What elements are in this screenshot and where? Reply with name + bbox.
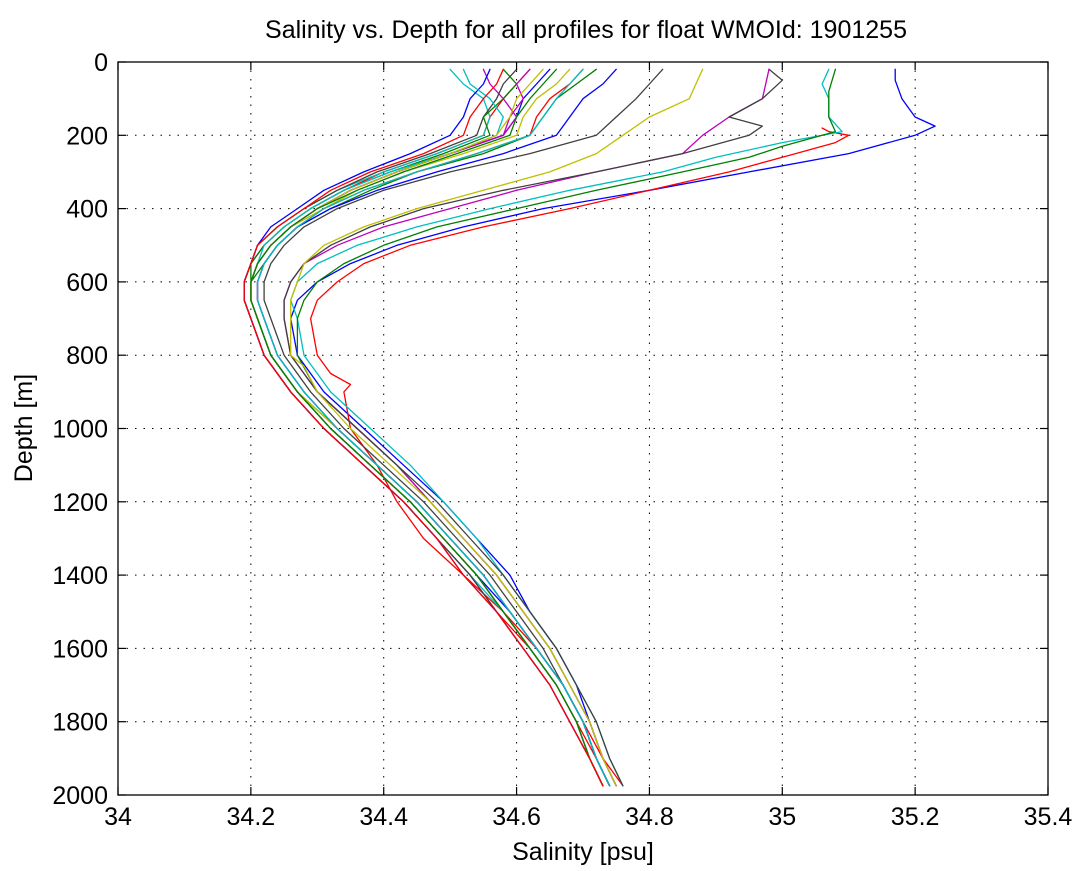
y-tick-label: 1000 xyxy=(52,416,108,444)
chart-title: Salinity vs. Depth for all profiles for … xyxy=(265,16,907,44)
profile-line-23 xyxy=(250,68,604,787)
x-axis-ticks: 34 34.2 34.4 34.6 34.8 35 35.2 35.4 xyxy=(104,62,1072,831)
profile-line-25 xyxy=(256,68,611,787)
y-tick-label: 1400 xyxy=(52,562,108,590)
horizontal-grid-lines xyxy=(118,134,1048,723)
y-tick-label: 2000 xyxy=(52,782,108,810)
profile-lines xyxy=(243,68,936,787)
y-tick-label: 0 xyxy=(94,49,108,77)
x-tick-label: 35 xyxy=(768,803,796,831)
x-tick-label: 34 xyxy=(104,803,132,831)
x-axis-label: Salinity [psu] xyxy=(512,838,654,866)
x-tick-label: 34.6 xyxy=(492,803,541,831)
y-tick-label: 600 xyxy=(66,269,108,297)
y-tick-label: 1600 xyxy=(52,635,108,663)
x-tick-label: 34.4 xyxy=(359,803,408,831)
profile-line-2 xyxy=(309,127,850,787)
x-tick-label: 35.2 xyxy=(891,803,940,831)
x-tick-label: 34.2 xyxy=(227,803,276,831)
profile-line-6 xyxy=(283,68,783,787)
x-tick-label: 35.4 xyxy=(1024,803,1073,831)
profile-line-24 xyxy=(243,68,604,787)
y-tick-label: 1200 xyxy=(52,489,108,517)
y-axis-ticks: 0 200 400 600 800 1000 1200 1400 1600 1800 2000 xyxy=(52,49,1048,810)
y-tick-label: 1800 xyxy=(52,709,108,737)
y-tick-label: 200 xyxy=(66,122,108,150)
y-tick-label: 400 xyxy=(66,196,108,224)
x-tick-label: 34.8 xyxy=(625,803,674,831)
profile-line-20 xyxy=(263,68,664,787)
y-axis-label: Depth [m] xyxy=(10,374,38,482)
profile-line-7 xyxy=(290,68,704,787)
y-tick-label: 800 xyxy=(66,342,108,370)
